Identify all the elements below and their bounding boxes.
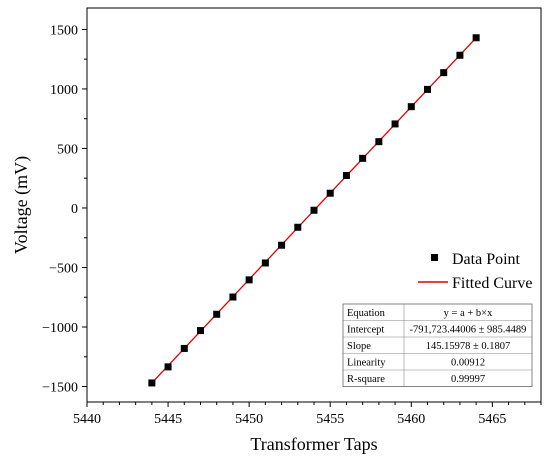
data-point <box>424 85 431 93</box>
data-point <box>164 363 172 371</box>
x-tick-label: 5465 <box>478 412 506 427</box>
data-point <box>407 103 415 111</box>
data-point <box>148 379 156 387</box>
legend-label-data-point: Data Point <box>452 251 521 268</box>
data-point <box>359 154 367 162</box>
fit-table-value: 0.00912 <box>451 358 485 369</box>
y-tick-label: −1000 <box>42 321 78 336</box>
fit-table-value: 145.15978 ± 0.1807 <box>426 341 511 352</box>
fit-table-key: Equation <box>347 308 386 319</box>
x-tick-label: 5445 <box>154 412 182 427</box>
fit-table-frame <box>342 303 533 387</box>
y-axis-label: Voltage (mV) <box>11 156 32 254</box>
y-tick-label: 1000 <box>50 83 78 98</box>
legend-label-fitted-curve: Fitted Curve <box>452 275 532 292</box>
data-point <box>440 69 448 77</box>
y-axis: −1500 −1000 −500 0 500 1000 1500 <box>42 23 87 396</box>
x-tick-label: 5455 <box>316 412 344 427</box>
data-points <box>148 34 480 387</box>
fit-stats-table: Equation y = a + b×x Intercept -791,723.440… <box>342 303 533 387</box>
y-tick-label: −1500 <box>42 381 78 396</box>
y-tick-label: 500 <box>57 142 78 157</box>
data-point <box>278 241 286 249</box>
data-point <box>245 276 253 284</box>
data-point <box>213 310 221 318</box>
data-point <box>310 206 318 214</box>
fit-table-value: y = a + b×x <box>444 308 493 319</box>
data-point <box>261 259 269 267</box>
data-point <box>472 34 480 42</box>
legend-marker-data-point <box>431 254 438 261</box>
fit-table-value: -791,723.44006 ± 985.4489 <box>410 325 527 336</box>
data-point <box>294 223 302 231</box>
x-axis-label: Transformer Taps <box>250 434 377 454</box>
data-point <box>456 51 464 59</box>
x-tick-label: 5440 <box>73 412 101 427</box>
fit-table-value: 0.99997 <box>451 374 485 385</box>
data-point <box>180 344 188 352</box>
x-tick-label: 5460 <box>397 412 425 427</box>
y-tick-label: 0 <box>71 202 78 217</box>
data-point <box>375 138 383 146</box>
fit-table-key: Slope <box>347 341 371 352</box>
data-point <box>342 171 350 179</box>
legend: Data Point Fitted Curve <box>418 251 532 292</box>
data-point <box>229 293 237 301</box>
data-point <box>197 327 204 335</box>
x-tick-label: 5450 <box>235 412 263 427</box>
data-point <box>326 189 334 197</box>
data-point <box>391 120 399 128</box>
y-tick-label: −500 <box>49 261 78 276</box>
y-tick-label: 1500 <box>50 23 78 38</box>
fit-table-key: Intercept <box>347 325 384 336</box>
fit-table-key: R-square <box>347 374 385 385</box>
fit-table-key: Linearity <box>347 358 386 369</box>
x-axis: 5440 5445 5450 5455 5460 5465 <box>73 402 542 427</box>
